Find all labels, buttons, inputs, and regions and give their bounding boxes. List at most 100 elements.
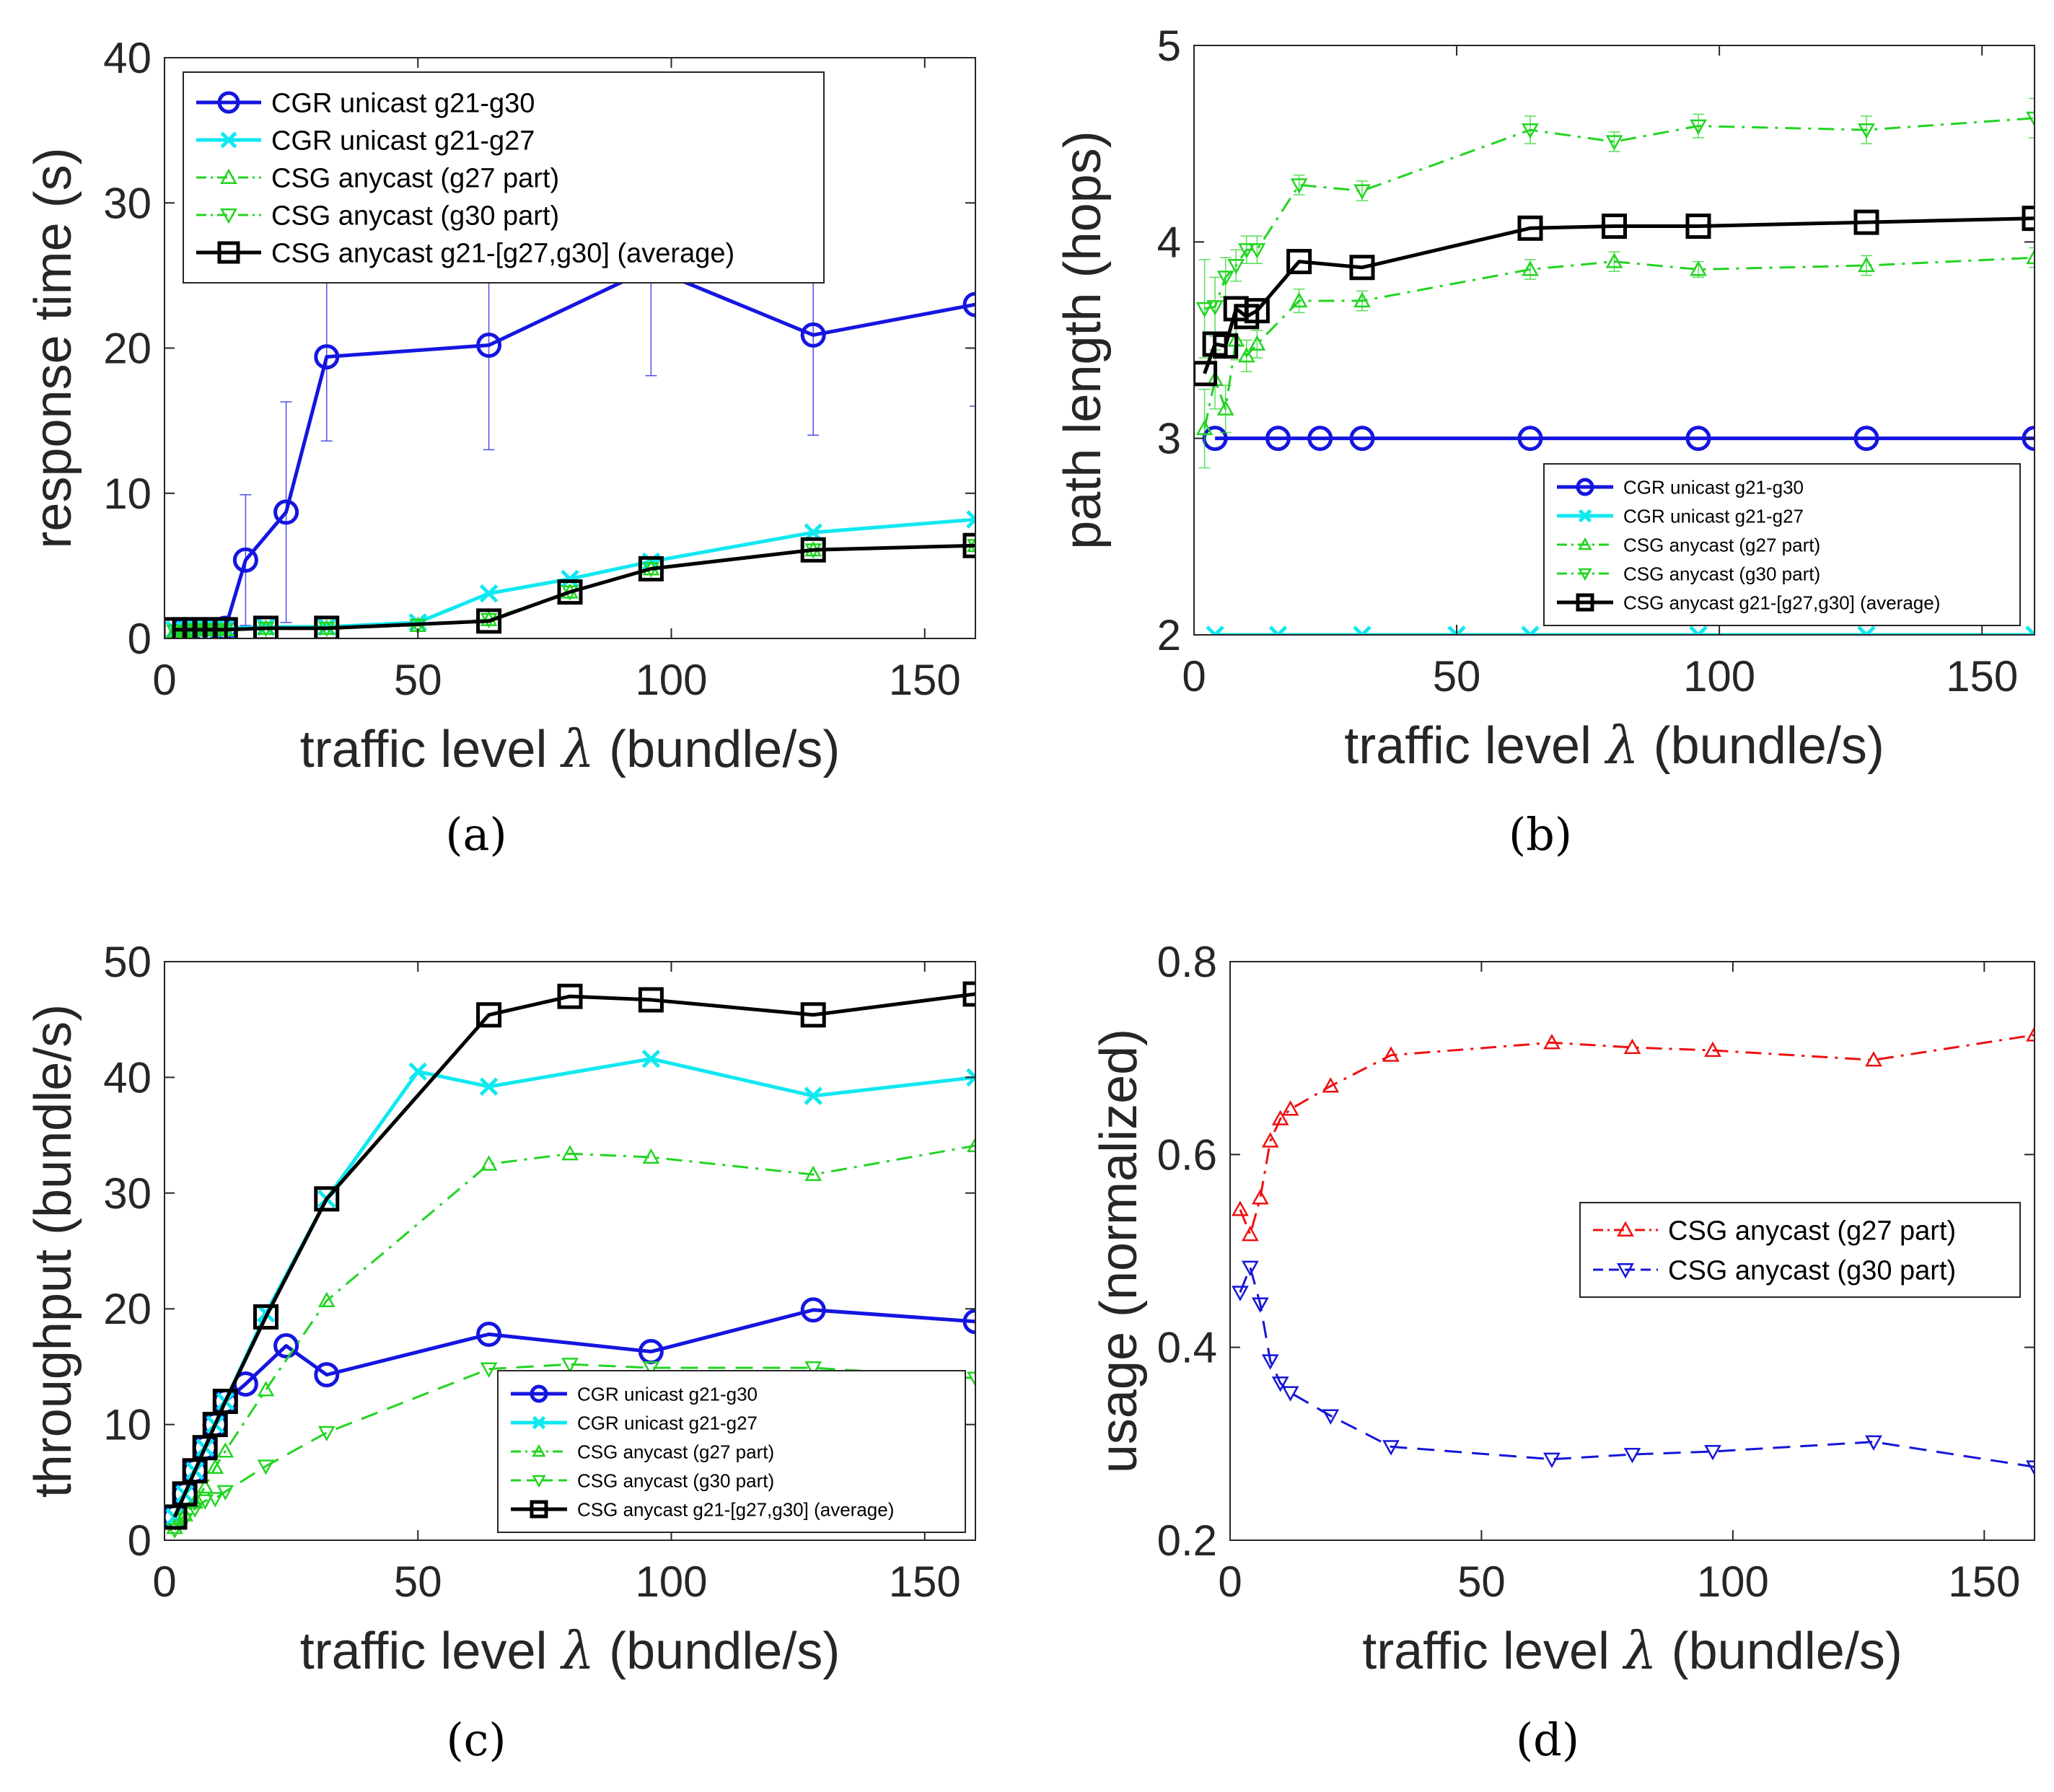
legend-marker	[220, 131, 237, 149]
x-tick-label: 50	[1433, 652, 1481, 700]
data-point	[1251, 1189, 1269, 1205]
legend-marker	[532, 1415, 546, 1430]
x-axis-label: traffic level λ (bundle/s)	[300, 719, 841, 779]
x-tick-label: 100	[635, 656, 707, 704]
legend-box	[497, 1370, 966, 1533]
series-line	[173, 1363, 975, 1531]
data-point	[317, 1291, 335, 1308]
legend-marker	[1576, 593, 1594, 612]
data-point	[476, 1002, 502, 1028]
legend-label: CGR unicast g21-g30	[271, 89, 535, 119]
legend-label: CSG anycast (g30 part)	[577, 1470, 774, 1491]
data-point	[216, 1442, 234, 1458]
y-tick-label: 10	[103, 1401, 152, 1449]
data-point	[1353, 625, 1371, 635]
data-point	[561, 1144, 579, 1161]
chart-d: 0 50 100 150 0.2 0.4 0.6 0.8 traffic level λ (bu…	[1090, 938, 2035, 1681]
legend-marker	[532, 1475, 546, 1488]
legend-label: CSG anycast (g27 part)	[271, 164, 559, 194]
y-axis-label: response time (s)	[25, 147, 82, 548]
data-point	[1213, 333, 1239, 359]
data-point	[800, 537, 826, 563]
data-point	[1853, 426, 1879, 452]
error-bar	[2029, 247, 2035, 268]
data-point	[1605, 252, 1623, 268]
data-point	[408, 1062, 428, 1081]
data-point	[1307, 426, 1333, 452]
data-point	[642, 1361, 660, 1377]
x-axis-label: traffic level λ (bundle/s)	[1344, 715, 1884, 776]
series-1	[1232, 1260, 2035, 1476]
y-tick-label: 20	[103, 1285, 152, 1333]
legend-marker	[217, 241, 240, 264]
data-point	[1349, 426, 1375, 452]
data-point	[1290, 291, 1308, 308]
data-point	[1290, 178, 1308, 194]
data-point	[1690, 260, 1707, 276]
legend-marker	[1576, 478, 1594, 496]
data-point	[1261, 1354, 1279, 1370]
legend-marker	[1578, 537, 1592, 550]
data-point	[1216, 400, 1234, 416]
data-point	[1685, 214, 1711, 240]
x-tick-label: 150	[889, 1558, 961, 1606]
x-tick-label: 0	[1182, 652, 1206, 700]
y-axis-label: path length (hops)	[1054, 131, 1112, 549]
data-point	[1704, 1444, 1721, 1461]
data-point	[476, 608, 502, 634]
legend-marker	[1578, 568, 1592, 581]
legend-label: CSG anycast g21-[g27,g30] (average)	[1623, 592, 1940, 613]
data-point	[2026, 1460, 2035, 1476]
legend-label: CSG anycast (g27 part)	[1668, 1216, 1956, 1247]
data-point	[557, 983, 583, 1009]
data-point	[638, 555, 664, 581]
data-point	[1521, 625, 1540, 635]
data-point	[1268, 625, 1288, 635]
legend: CGR unicast g21-g30 CGR unicast g21-g27 CS…	[497, 1370, 966, 1533]
data-point	[1322, 1409, 1340, 1425]
data-point	[1690, 119, 1707, 135]
data-point	[314, 1362, 340, 1388]
series-line	[1239, 1034, 2035, 1236]
data-point	[641, 1049, 661, 1068]
data-point	[212, 1389, 238, 1415]
legend-marker	[1617, 1221, 1634, 1237]
data-point	[216, 1485, 234, 1501]
caption-a: (a)	[445, 808, 507, 861]
data-point	[1242, 1225, 1259, 1242]
x-tick-label: 0	[1218, 1558, 1242, 1606]
legend-box	[1579, 1202, 2021, 1298]
data-point	[1206, 300, 1224, 316]
x-tick-label: 100	[635, 1558, 707, 1606]
x-tick-label: 50	[1457, 1558, 1506, 1606]
series-4	[1194, 206, 2035, 387]
data-point	[196, 1494, 214, 1510]
data-point	[1689, 625, 1708, 635]
data-point	[1322, 1077, 1340, 1093]
data-point	[206, 1458, 224, 1474]
data-point	[1685, 426, 1711, 452]
data-point	[232, 547, 258, 573]
axes-box	[1229, 961, 2035, 1541]
data-point	[253, 1304, 278, 1330]
legend-box	[1543, 463, 2021, 626]
data-point	[561, 1358, 579, 1374]
data-point	[1623, 1447, 1641, 1464]
series-line	[1203, 256, 2035, 429]
data-point	[1858, 256, 1875, 273]
data-point	[2026, 111, 2035, 128]
data-point	[2022, 206, 2035, 232]
y-axis-label: throughput (bundle/s)	[25, 1004, 82, 1498]
data-point	[253, 615, 278, 638]
data-point	[314, 615, 340, 638]
data-point	[557, 579, 583, 605]
data-point	[2025, 625, 2035, 635]
data-point	[273, 499, 299, 525]
error-bar	[1251, 235, 1263, 265]
legend-marker	[532, 1444, 546, 1457]
x-axis-label: traffic level λ (bundle/s)	[1362, 1620, 1902, 1681]
x-tick-label: 0	[152, 1558, 176, 1606]
data-point	[1237, 243, 1255, 259]
legend-label: CSG anycast (g27 part)	[577, 1441, 774, 1462]
